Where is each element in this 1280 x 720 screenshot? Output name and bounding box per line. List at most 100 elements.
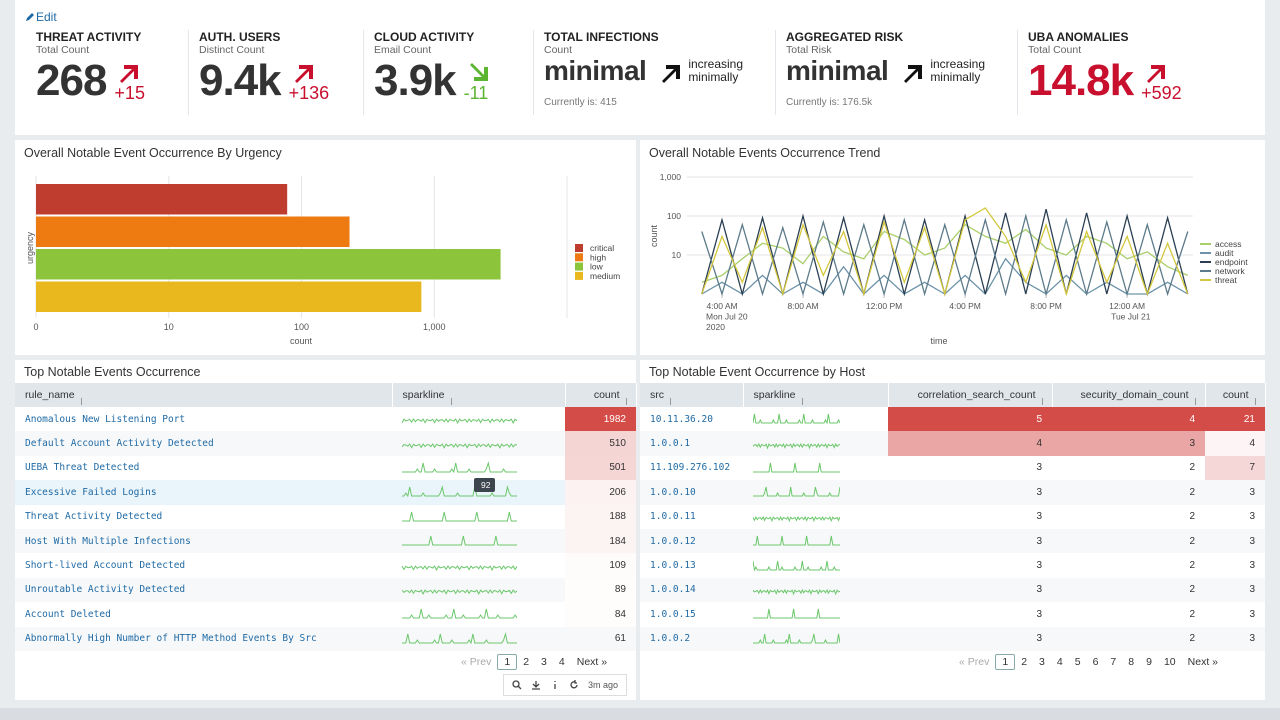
kpi-delta: +592 xyxy=(1141,83,1182,103)
sparkline-cell xyxy=(743,407,888,431)
label-cell[interactable]: Excessive Failed Logins xyxy=(15,480,392,505)
count-cell: 7 xyxy=(1205,455,1265,481)
label-cell[interactable]: Abnormally High Number of HTTP Method Ev… xyxy=(15,626,392,651)
urgency-panel xyxy=(15,140,636,355)
kpi-separator xyxy=(188,30,189,115)
sparkline-cell xyxy=(392,577,565,603)
legend-label: network xyxy=(1215,266,1246,276)
label-cell[interactable]: 1.0.0.10 xyxy=(640,480,743,505)
sparkline-cell xyxy=(743,553,888,577)
label-cell[interactable]: 1.0.0.1 xyxy=(640,431,743,456)
label-cell[interactable]: Account Deleted xyxy=(25,608,111,620)
kpi-delta: increasing minimally xyxy=(930,57,986,84)
page-number[interactable]: 4 xyxy=(558,656,565,668)
table-row: Threat Activity Detected 188 xyxy=(15,504,636,529)
bar xyxy=(36,249,501,280)
column-header[interactable]: rule_name xyxy=(15,383,393,407)
column-header[interactable]: sparkline xyxy=(392,383,566,407)
label-cell[interactable]: Threat Activity Detected xyxy=(25,511,163,523)
kpi-value: 268 xyxy=(36,56,107,105)
count-cell: 1982 xyxy=(565,407,636,432)
page-number[interactable]: 2 xyxy=(523,656,530,668)
label-cell[interactable]: 10.11.36.20 xyxy=(650,413,713,425)
column-header[interactable]: correlation_search_count xyxy=(888,383,1053,407)
label-cell[interactable]: 1.0.0.15 xyxy=(650,608,696,620)
x-tick-label: 2020 xyxy=(706,322,725,332)
x-tick-label: 12:00 PM xyxy=(866,301,902,311)
table-row: UEBA Threat Detected 501 xyxy=(15,455,636,481)
edit-link[interactable]: Edit xyxy=(36,10,57,24)
count-cell: 2 xyxy=(1189,608,1195,620)
prev-page[interactable]: « Prev xyxy=(959,656,990,668)
toolbar-icon[interactable] xyxy=(512,680,522,690)
toolbar-icon[interactable] xyxy=(550,680,560,690)
kpi-value: 14.8k xyxy=(1028,56,1134,105)
label-cell[interactable]: Default Account Activity Detected xyxy=(15,431,392,456)
page-number[interactable]: 5 xyxy=(1074,656,1081,668)
next-page[interactable]: Next » xyxy=(1187,656,1218,668)
label-cell[interactable]: 1.0.0.11 xyxy=(650,511,696,523)
prev-page[interactable]: « Prev xyxy=(461,656,492,668)
table-row: 1.0.0.12 3 2 3 xyxy=(640,528,1265,554)
legend-label: threat xyxy=(1215,275,1237,285)
page-number[interactable]: 9 xyxy=(1146,656,1152,668)
count-cell: 3 xyxy=(1036,560,1042,572)
label-cell[interactable]: Unroutable Activity Detected xyxy=(15,577,392,603)
trend-arrow xyxy=(1147,65,1166,83)
pagination: « Prev 1 2 3 4 Next » xyxy=(455,654,613,670)
column-header[interactable]: count xyxy=(1205,383,1266,407)
count-cell: 3 xyxy=(888,528,1052,554)
sparkline-cell xyxy=(392,431,565,456)
sparkline-line xyxy=(753,462,840,473)
column-header[interactable]: security_domain_count xyxy=(1052,383,1206,407)
page-number[interactable]: 1 xyxy=(995,654,1016,670)
table-row: Host With Multiple Infections 184 xyxy=(15,528,636,554)
sparkline-line xyxy=(402,588,517,595)
toolbar-icon[interactable] xyxy=(531,680,541,690)
label-cell[interactable]: 1.0.0.13 xyxy=(650,560,696,572)
count-cell: 188 xyxy=(565,504,636,529)
legend-label: endpoint xyxy=(1215,257,1248,267)
x-tick-label: Tue Jul 21 xyxy=(1111,312,1151,322)
count-cell: 3 xyxy=(888,480,1052,505)
page-number[interactable]: 1 xyxy=(497,654,518,670)
y-tick-label: 100 xyxy=(667,211,681,221)
kpi-title: AGGREGATED RISK xyxy=(786,30,904,44)
kpi-subtitle: Distinct Count xyxy=(199,44,265,56)
label-cell[interactable]: Anomalous New Listening Port xyxy=(25,413,186,425)
legend-swatch xyxy=(575,262,583,271)
label-cell[interactable]: 1.0.0.14 xyxy=(640,577,743,603)
label-cell[interactable]: UEBA Threat Detected xyxy=(25,462,140,474)
page-number[interactable]: 7 xyxy=(1110,656,1117,668)
page-number[interactable]: 3 xyxy=(541,656,547,668)
page-number[interactable]: 2 xyxy=(1021,656,1028,668)
column-header[interactable]: sparkline xyxy=(743,383,889,407)
page-number[interactable]: 8 xyxy=(1128,656,1135,668)
legend-label: high xyxy=(590,252,606,262)
label-cell[interactable]: Short-lived Account Detected xyxy=(25,560,186,572)
pagination: « Prev 1 2 3 4 5 6 7 8 9 10 Next » xyxy=(953,654,1224,670)
sparkline-line xyxy=(753,609,840,619)
label-cell[interactable]: 1.0.0.2 xyxy=(640,626,743,651)
count-cell: 3 xyxy=(888,626,1052,651)
page-number[interactable]: 10 xyxy=(1163,656,1176,668)
page-number[interactable]: 4 xyxy=(1056,656,1063,668)
count-cell: 3 xyxy=(1052,431,1205,456)
label-cell[interactable]: Host With Multiple Infections xyxy=(15,528,392,554)
edit-icon[interactable] xyxy=(25,12,35,22)
label-cell[interactable]: 1.0.0.12 xyxy=(640,528,743,554)
page-number[interactable]: 3 xyxy=(1039,656,1045,668)
label-cell[interactable]: 11.109.276.102 xyxy=(650,462,731,474)
column-header[interactable]: src xyxy=(640,383,744,407)
trend-arrow-shape xyxy=(469,63,488,81)
count-cell: 4 xyxy=(1052,407,1205,432)
count-cell: 206 xyxy=(565,480,636,505)
kpi-subtitle: Total Risk xyxy=(786,44,832,56)
count-cell: 2 xyxy=(1189,511,1195,523)
table-head: src sparkline correlation_search_count secu… xyxy=(640,383,1266,407)
page-number[interactable]: 6 xyxy=(1092,656,1099,668)
next-page[interactable]: Next » xyxy=(576,656,608,668)
kpi-title: CLOUD ACTIVITY xyxy=(374,30,475,44)
column-header[interactable]: count xyxy=(565,383,637,407)
toolbar-icon[interactable] xyxy=(569,680,579,690)
